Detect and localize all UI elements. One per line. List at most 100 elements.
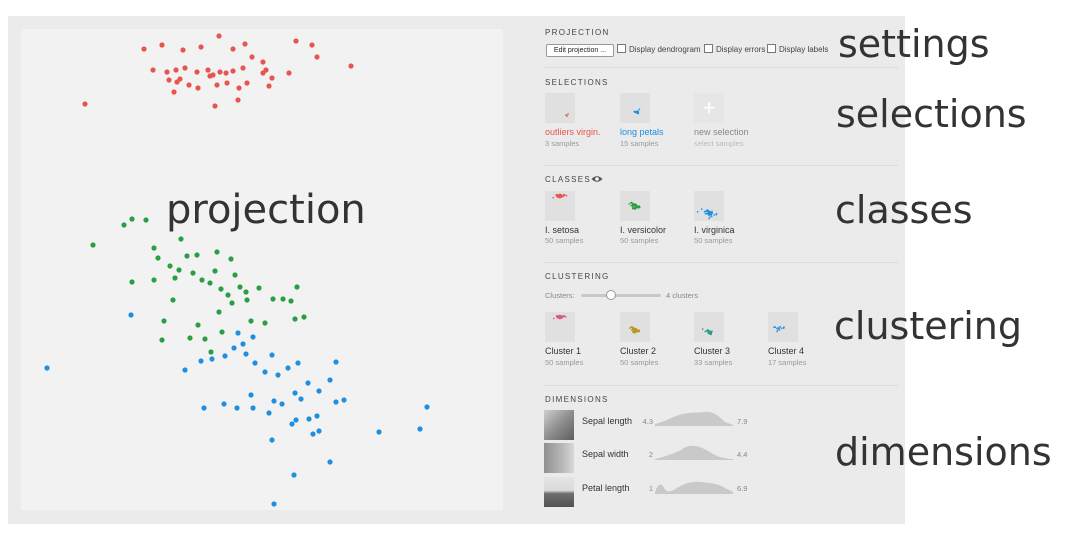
clusters-slider-handle[interactable] [606, 290, 616, 300]
versicolor-point[interactable] [270, 296, 276, 302]
versicolor-point[interactable] [90, 242, 96, 248]
setosa-point[interactable] [230, 68, 236, 74]
versicolor-point[interactable] [248, 318, 254, 324]
versicolor-point[interactable] [228, 256, 234, 262]
setosa-point[interactable] [348, 63, 354, 69]
class-label-versicolor[interactable]: I. versicolor [620, 225, 667, 235]
virginica-point[interactable] [128, 312, 134, 318]
virginica-point[interactable] [221, 401, 227, 407]
checkbox-box[interactable] [617, 44, 626, 53]
setosa-point[interactable] [286, 70, 292, 76]
setosa-point[interactable] [269, 75, 275, 81]
versicolor-point[interactable] [243, 289, 249, 295]
virginica-point[interactable] [305, 380, 311, 386]
virginica-point[interactable] [201, 405, 207, 411]
setosa-point[interactable] [141, 46, 147, 52]
virginica-point[interactable] [292, 390, 298, 396]
setosa-point[interactable] [217, 69, 223, 75]
selection-label-outliers[interactable]: outliers virgin. [545, 127, 601, 137]
setosa-point[interactable] [159, 42, 165, 48]
virginica-point[interactable] [333, 399, 339, 405]
virginica-point[interactable] [250, 405, 256, 411]
virginica-point[interactable] [289, 421, 295, 427]
versicolor-point[interactable] [155, 255, 161, 261]
virginica-point[interactable] [222, 353, 228, 359]
cluster-label-1[interactable]: Cluster 1 [545, 346, 582, 356]
setosa-point[interactable] [205, 67, 211, 73]
versicolor-point[interactable] [129, 279, 135, 285]
setosa-point[interactable] [260, 59, 266, 65]
versicolor-point[interactable] [199, 277, 205, 283]
clusters-slider-track[interactable] [581, 294, 661, 297]
checkbox-box[interactable] [704, 44, 713, 53]
display-labels-checkbox[interactable]: Display labels [767, 44, 828, 56]
setosa-point[interactable] [174, 79, 180, 85]
projection-canvas[interactable] [21, 29, 503, 510]
setosa-point[interactable] [180, 47, 186, 53]
class-thumbnail-setosa[interactable] [545, 191, 575, 221]
versicolor-point[interactable] [294, 284, 300, 290]
versicolor-point[interactable] [292, 316, 298, 322]
virginica-point[interactable] [333, 359, 339, 365]
virginica-point[interactable] [271, 501, 277, 507]
versicolor-point[interactable] [219, 329, 225, 335]
virginica-point[interactable] [298, 396, 304, 402]
setosa-point[interactable] [182, 65, 188, 71]
virginica-point[interactable] [262, 369, 268, 375]
versicolor-point[interactable] [225, 292, 231, 298]
versicolor-point[interactable] [256, 285, 262, 291]
dimension-distribution-sepal-length[interactable] [655, 410, 733, 426]
setosa-point[interactable] [224, 80, 230, 86]
versicolor-point[interactable] [216, 309, 222, 315]
setosa-point[interactable] [195, 85, 201, 91]
virginica-point[interactable] [310, 431, 316, 437]
virginica-point[interactable] [279, 401, 285, 407]
virginica-point[interactable] [252, 360, 258, 366]
setosa-point[interactable] [293, 38, 299, 44]
cluster-label-2[interactable]: Cluster 2 [620, 346, 657, 356]
cluster-thumbnail-4[interactable] [768, 312, 798, 342]
setosa-point[interactable] [223, 70, 229, 76]
setosa-point[interactable] [236, 85, 242, 91]
class-label-setosa[interactable]: I. setosa [545, 225, 580, 235]
virginica-point[interactable] [248, 392, 254, 398]
versicolor-point[interactable] [237, 284, 243, 290]
setosa-point[interactable] [309, 42, 315, 48]
virginica-point[interactable] [250, 334, 256, 340]
new-selection-button[interactable]: + [694, 93, 724, 123]
virginica-point[interactable] [424, 404, 430, 410]
cluster-thumbnail-2[interactable] [620, 312, 650, 342]
versicolor-point[interactable] [229, 300, 235, 306]
versicolor-point[interactable] [244, 297, 250, 303]
cluster-thumbnail-3[interactable] [694, 312, 724, 342]
selection-thumbnail-long-petals[interactable] [620, 93, 650, 123]
setosa-point[interactable] [260, 70, 266, 76]
class-thumbnail-versicolor[interactable] [620, 191, 650, 221]
versicolor-point[interactable] [161, 318, 167, 324]
dimension-label-sepal-width[interactable]: Sepal width [582, 449, 629, 459]
display-dendrogram-checkbox[interactable]: Display dendrogram [617, 44, 701, 56]
virginica-point[interactable] [269, 437, 275, 443]
virginica-point[interactable] [316, 428, 322, 434]
versicolor-point[interactable] [232, 272, 238, 278]
versicolor-point[interactable] [262, 320, 268, 326]
versicolor-point[interactable] [159, 337, 165, 343]
versicolor-point[interactable] [280, 296, 286, 302]
virginica-point[interactable] [291, 472, 297, 478]
setosa-point[interactable] [244, 80, 250, 86]
virginica-point[interactable] [376, 429, 382, 435]
dimension-label-petal-length[interactable]: Petal length [582, 483, 630, 493]
setosa-point[interactable] [186, 82, 192, 88]
virginica-point[interactable] [327, 459, 333, 465]
setosa-point[interactable] [150, 67, 156, 73]
setosa-point[interactable] [230, 46, 236, 52]
virginica-point[interactable] [316, 388, 322, 394]
versicolor-point[interactable] [218, 286, 224, 292]
virginica-point[interactable] [235, 330, 241, 336]
setosa-point[interactable] [82, 101, 88, 107]
setosa-point[interactable] [249, 54, 255, 60]
versicolor-point[interactable] [202, 336, 208, 342]
setosa-point[interactable] [194, 69, 200, 75]
setosa-point[interactable] [164, 69, 170, 75]
dimension-distribution-sepal-width[interactable] [655, 444, 733, 460]
